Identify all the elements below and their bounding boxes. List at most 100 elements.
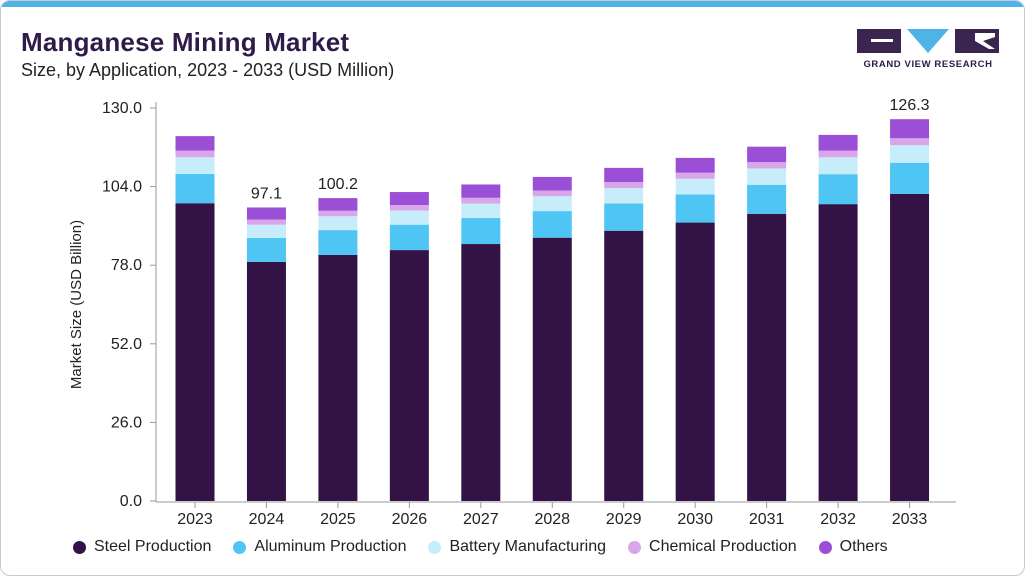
legend-swatch-others <box>818 540 832 554</box>
legend-item-steel: Steel Production <box>73 538 211 556</box>
bar-segment-aluminum <box>532 211 572 238</box>
x-tick-label: 2026 <box>392 511 428 528</box>
bar-segment-battery <box>747 168 787 185</box>
bar-segment-steel <box>532 237 572 501</box>
bar-segment-others <box>818 134 858 151</box>
bar-segment-battery <box>246 224 286 238</box>
bar-segment-others <box>890 119 930 139</box>
x-tick-label: 2033 <box>892 511 928 528</box>
legend-item-others: Others <box>818 538 888 556</box>
y-tick-label: 26.0 <box>111 414 142 431</box>
bar-segment-others <box>389 192 429 206</box>
bar-segment-chemical <box>890 138 930 146</box>
bar-segment-chemical <box>461 197 501 204</box>
bar-segment-steel <box>389 250 429 501</box>
x-tick-label: 2030 <box>677 511 713 528</box>
data-label-total: 126.3 <box>890 97 930 114</box>
data-label-total: 97.1 <box>251 185 282 202</box>
legend-label-steel: Steel Production <box>94 538 212 555</box>
legend-label-chemical: Chemical Production <box>649 538 797 555</box>
legend-label-others: Others <box>839 538 888 555</box>
bar-segment-steel <box>747 213 787 502</box>
bar-segment-battery <box>318 216 358 231</box>
bar-segment-chemical <box>675 172 715 179</box>
bar-segment-aluminum <box>175 173 215 204</box>
x-tick-label: 2029 <box>606 511 642 528</box>
bar-segment-chemical <box>747 162 787 169</box>
legend: Steel Production Aluminum Production Bat… <box>73 538 910 556</box>
gvr-logo: GRAND VIEW RESEARCH <box>857 29 999 75</box>
bar-segment-aluminum <box>246 237 286 262</box>
bar-segment-aluminum <box>890 162 930 194</box>
bar-segment-steel <box>604 230 644 501</box>
chart-subtitle: Size, by Application, 2023 - 2033 (USD M… <box>21 60 395 80</box>
bar-segment-battery <box>175 157 215 174</box>
bar-segment-steel <box>246 261 286 501</box>
bar-segment-steel <box>818 204 858 501</box>
bar-segment-battery <box>389 210 429 225</box>
bar-segment-steel <box>890 193 930 501</box>
bar-segment-steel <box>461 244 501 502</box>
x-tick-label: 2027 <box>463 511 499 528</box>
x-tick-label: 2031 <box>749 511 785 528</box>
bar-segment-battery <box>461 203 501 219</box>
bar-segment-aluminum <box>318 230 358 255</box>
bar-segment-chemical <box>532 190 572 197</box>
x-tick-label: 2023 <box>177 511 213 528</box>
bar-segment-others <box>747 146 787 163</box>
bar-segment-others <box>675 157 715 173</box>
bar-segment-aluminum <box>604 203 644 231</box>
bar-segment-battery <box>532 196 572 212</box>
legend-item-chemical: Chemical Production <box>628 538 797 556</box>
bar-segment-battery <box>890 145 930 163</box>
bar-segment-aluminum <box>747 184 787 214</box>
legend-item-battery: Battery Manufacturing <box>428 538 606 556</box>
gvr-logo-icon <box>857 29 999 53</box>
bar-segment-others <box>461 184 501 198</box>
bar-segment-steel <box>175 203 215 501</box>
bar-segment-steel <box>318 254 358 501</box>
legend-swatch-steel <box>73 540 86 554</box>
bar-segment-chemical <box>389 205 429 211</box>
legend-swatch-battery <box>428 540 442 554</box>
bar-segment-others <box>604 167 644 183</box>
bar-segment-aluminum <box>389 224 429 251</box>
bar-segment-aluminum <box>818 174 858 205</box>
legend-label-aluminum: Aluminum Production <box>254 538 407 555</box>
bar-segment-others <box>318 198 358 211</box>
bar-segment-chemical <box>175 150 215 158</box>
bar-segment-aluminum <box>675 194 715 223</box>
bar-segment-aluminum <box>461 218 501 245</box>
legend-label-battery: Battery Manufacturing <box>449 538 607 555</box>
legend-swatch-chemical <box>628 540 642 554</box>
x-tick-label: 2028 <box>534 511 570 528</box>
bar-segment-others <box>175 136 215 151</box>
bar-segment-chemical <box>318 210 358 217</box>
bar-segment-chemical <box>246 219 286 225</box>
top-accent-bar <box>1 1 1024 7</box>
x-tick-label: 2032 <box>820 511 856 528</box>
y-tick-label: 78.0 <box>111 257 142 274</box>
bar-segment-others <box>246 207 286 220</box>
bar-segment-chemical <box>604 182 644 189</box>
bar-segment-battery <box>675 178 715 195</box>
chart-title: Manganese Mining Market <box>21 27 350 57</box>
bar-segment-battery <box>604 188 644 204</box>
legend-item-aluminum: Aluminum Production <box>233 538 406 556</box>
y-tick-label: 104.0 <box>102 179 142 196</box>
bar-segment-chemical <box>818 150 858 158</box>
bar-segment-others <box>532 176 572 191</box>
logo-text: GRAND VIEW RESEARCH <box>863 59 993 70</box>
y-tick-label: 52.0 <box>111 336 142 353</box>
y-tick-label: 0.0 <box>120 493 142 510</box>
x-tick-label: 2024 <box>249 511 285 528</box>
x-tick-label: 2025 <box>320 511 356 528</box>
data-label-total: 100.2 <box>318 176 358 193</box>
y-tick-label: 130.0 <box>102 100 142 117</box>
y-axis-title: Market Size (USD Billion) <box>68 220 85 389</box>
bar-segment-battery <box>818 157 858 175</box>
legend-swatch-aluminum <box>233 540 247 554</box>
bar-segment-steel <box>675 222 715 501</box>
